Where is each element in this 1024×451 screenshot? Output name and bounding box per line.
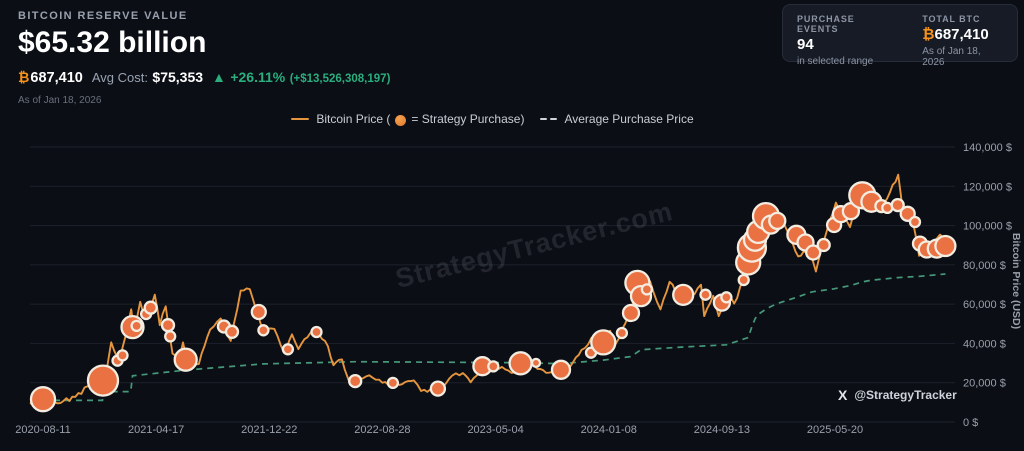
svg-text:40,000 $: 40,000 $ bbox=[963, 338, 1006, 350]
svg-text:2021-12-22: 2021-12-22 bbox=[241, 424, 297, 436]
total-btc-value: ₿687,410 bbox=[922, 26, 1003, 44]
total-btc-amount: 687,410 bbox=[934, 26, 989, 43]
svg-text:120,000 $: 120,000 $ bbox=[963, 181, 1012, 193]
stats-panel: PURCHASE EVENTS 94 in selected range TOT… bbox=[782, 4, 1018, 68]
as-of-date: As of Jan 18, 2026 bbox=[18, 94, 102, 106]
purchase-bubble-swatch-icon bbox=[395, 114, 407, 126]
social-handle: X @StrategyTracker bbox=[838, 388, 957, 402]
gain-percent: +26.11% bbox=[230, 68, 286, 85]
legend-avg-label: Average Purchase Price bbox=[564, 112, 694, 126]
purchase-events-label: PURCHASE EVENTS bbox=[797, 14, 855, 34]
total-btc-label: TOTAL BTC bbox=[922, 14, 981, 24]
svg-text:2023-05-04: 2023-05-04 bbox=[467, 424, 523, 436]
header-stats-row: ₿687,410 Avg Cost: $75,353 ▲ +26.11% (+$… bbox=[18, 69, 390, 87]
svg-text:2024-01-08: 2024-01-08 bbox=[581, 424, 637, 436]
legend-price-post: = Strategy Purchase) bbox=[411, 112, 525, 126]
gain-absolute: (+$13,526,308,197) bbox=[289, 72, 391, 85]
up-arrow-icon: ▲ bbox=[212, 68, 226, 85]
x-handle-text: @StrategyTracker bbox=[854, 388, 957, 402]
svg-text:80,000 $: 80,000 $ bbox=[963, 260, 1006, 272]
svg-text:60,000 $: 60,000 $ bbox=[963, 299, 1006, 311]
legend-price-pre: Bitcoin Price ( bbox=[316, 112, 391, 126]
svg-text:2021-04-17: 2021-04-17 bbox=[128, 424, 184, 436]
purchase-events-sub: in selected range bbox=[797, 55, 874, 67]
svg-text:Bitcoin Price (USD): Bitcoin Price (USD) bbox=[1010, 233, 1022, 329]
svg-text:2025-05-20: 2025-05-20 bbox=[807, 424, 863, 436]
svg-text:100,000 $: 100,000 $ bbox=[963, 221, 1012, 233]
avg-line-swatch-icon bbox=[540, 118, 558, 120]
reserve-value-label: BITCOIN RESERVE VALUE bbox=[18, 10, 188, 22]
svg-text:2024-09-13: 2024-09-13 bbox=[694, 424, 750, 436]
btc-holdings-amount: 687,410 bbox=[30, 69, 83, 86]
purchase-events-value: 94 bbox=[797, 36, 814, 53]
svg-text:20,000 $: 20,000 $ bbox=[963, 378, 1006, 390]
purchase-events-stat: PURCHASE EVENTS 94 in selected range bbox=[797, 14, 896, 67]
reserve-value-amount: $65.32 billion bbox=[18, 26, 207, 59]
header: BITCOIN RESERVE VALUE $65.32 billion ₿68… bbox=[18, 10, 390, 106]
x-logo-icon: X bbox=[838, 387, 848, 403]
total-btc-sub: As of Jan 18, 2026 bbox=[922, 45, 981, 68]
avg-cost-value: $75,353 bbox=[152, 68, 204, 85]
gain: ▲ +26.11% (+$13,526,308,197) bbox=[212, 69, 390, 87]
svg-text:2022-08-28: 2022-08-28 bbox=[354, 424, 410, 436]
btc-symbol: ₿ bbox=[922, 26, 935, 43]
btc-holdings: ₿687,410 bbox=[18, 69, 83, 87]
svg-text:0 $: 0 $ bbox=[963, 417, 978, 429]
chart-legend: Bitcoin Price ( = Strategy Purchase) Ave… bbox=[0, 112, 985, 126]
svg-text:140,000 $: 140,000 $ bbox=[963, 142, 1012, 154]
avg-cost: Avg Cost: $75,353 bbox=[92, 69, 203, 87]
avg-cost-label: Avg Cost: bbox=[91, 69, 148, 85]
svg-text:2020-08-11: 2020-08-11 bbox=[15, 424, 70, 436]
price-line-swatch-icon bbox=[291, 118, 310, 120]
total-btc-stat: TOTAL BTC ₿687,410 As of Jan 18, 2026 bbox=[922, 14, 1003, 68]
btc-symbol: ₿ bbox=[18, 68, 30, 85]
